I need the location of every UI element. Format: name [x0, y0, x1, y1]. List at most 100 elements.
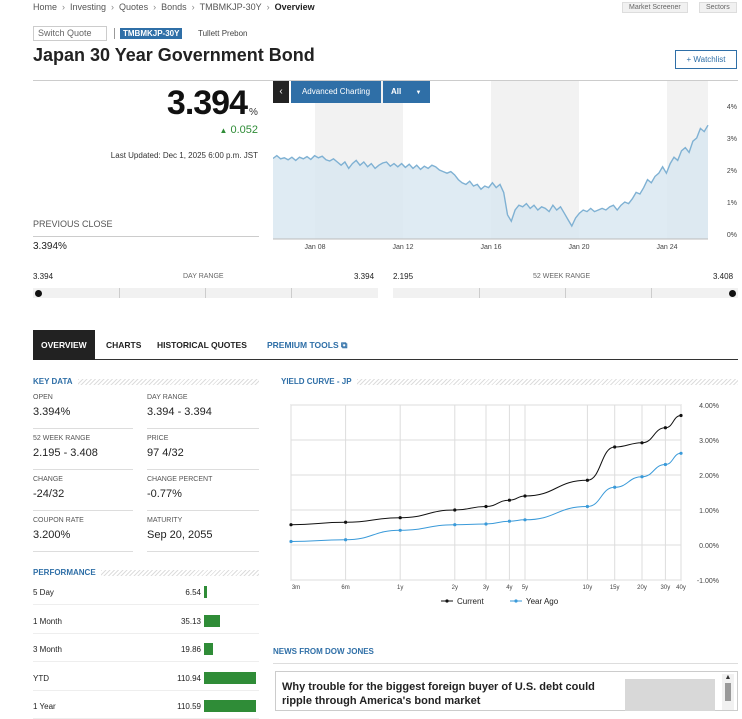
key-data-label: MATURITY — [147, 517, 183, 524]
data-point — [507, 498, 511, 502]
last-updated: Last Updated: Dec 1, 2025 6:00 p.m. JST — [110, 151, 258, 160]
chevron-down-icon: ▼ — [415, 90, 422, 96]
switch-quote-input[interactable]: Switch Quote — [33, 26, 107, 41]
breadcrumb-item[interactable]: Investing — [70, 2, 107, 12]
scrollbar[interactable]: ▲ — [722, 674, 734, 710]
x-tick-label: 1y — [397, 585, 403, 591]
divider — [33, 604, 259, 605]
day-range-label: DAY RANGE — [183, 273, 224, 280]
range-tick — [479, 288, 480, 298]
day-range-high: 3.394 — [354, 272, 375, 281]
price-unit: % — [249, 107, 258, 118]
data-point — [453, 508, 457, 512]
x-tick-label: 15y — [610, 585, 620, 591]
previous-close-label: PREVIOUS CLOSE — [33, 219, 113, 229]
yield-curve-chart: 4.00% 3.00% 2.00% 1.00% 0.00% -1.00% 3m 6m 1y 2y 3… — [289, 403, 719, 606]
news-headline[interactable]: Why trouble for the biggest foreign buye… — [282, 681, 595, 707]
price-value: 3.394 — [166, 84, 248, 122]
divider — [33, 661, 259, 662]
x-tick-label: Jan 20 — [568, 244, 589, 251]
market-screener-link[interactable]: Market Screener — [622, 2, 688, 13]
x-tick-label: 2y — [452, 585, 458, 591]
x-tick-label: 6m — [341, 585, 349, 591]
x-tick-label: Jan 08 — [304, 244, 325, 251]
breadcrumb-item[interactable]: Home — [33, 2, 58, 12]
divider — [33, 80, 738, 81]
tab-bar: OVERVIEW CHARTS HISTORICAL QUOTES PREMIU… — [33, 330, 738, 360]
chevron-right-icon: › — [62, 2, 66, 12]
scroll-thumb[interactable] — [725, 683, 731, 701]
performance-label: YTD — [33, 673, 49, 683]
key-data-title: KEY DATA — [33, 377, 259, 386]
tab-historical-quotes[interactable]: HISTORICAL QUOTES — [157, 340, 247, 350]
key-data-label: 52 WEEK RANGE — [33, 435, 91, 442]
previous-close-value: 3.394% — [33, 241, 67, 252]
data-point — [453, 523, 457, 527]
data-point — [640, 441, 644, 445]
x-tick-label: 4y — [506, 585, 512, 591]
range-tick — [651, 288, 652, 298]
divider — [147, 469, 259, 470]
data-point — [640, 475, 644, 479]
divider — [33, 632, 259, 634]
range-tick — [119, 288, 120, 298]
data-point — [613, 485, 617, 489]
breadcrumb-item[interactable]: TMBMKJP-30Y — [199, 2, 262, 12]
data-point — [663, 426, 667, 430]
divider — [33, 510, 133, 511]
scroll-up-icon[interactable]: ▲ — [724, 674, 732, 681]
data-point — [344, 520, 348, 524]
data-point — [523, 518, 527, 522]
key-data-label: DAY RANGE — [147, 394, 188, 401]
tab-charts[interactable]: CHARTS — [106, 340, 142, 350]
legend-marker — [514, 599, 518, 603]
data-point — [663, 462, 667, 467]
performance-bar — [204, 700, 256, 712]
day-range-marker — [35, 289, 42, 297]
y-tick-label: 0.00% — [699, 543, 719, 550]
legend-label: Current — [457, 597, 484, 606]
watchlist-button[interactable]: + Watchlist — [675, 50, 737, 69]
range-tick — [565, 288, 566, 298]
performance-value: 110.94 — [177, 673, 201, 683]
chevron-right-icon: › — [266, 2, 270, 12]
breadcrumb-item[interactable]: Quotes — [119, 2, 149, 12]
x-tick-label: 20y — [637, 585, 647, 591]
data-point — [484, 504, 488, 509]
divider — [33, 236, 259, 237]
divider — [100, 569, 259, 576]
breadcrumb-item[interactable]: Bonds — [161, 2, 187, 12]
news-title: NEWS FROM DOW JONES — [273, 647, 374, 656]
sectors-link[interactable]: Sectors — [699, 2, 737, 13]
tab-overview[interactable]: OVERVIEW — [33, 330, 95, 360]
y-tick-label: -1.00% — [697, 578, 719, 585]
performance-label: 1 Month — [33, 616, 62, 626]
x-tick-label: 10y — [583, 585, 593, 591]
chevron-left-icon[interactable]: ‹ — [273, 81, 289, 103]
divider — [273, 663, 738, 664]
tab-premium-tools[interactable]: PREMIUM TOOLS ⧉ — [259, 330, 355, 360]
page-title: Japan 30 Year Government Bond — [33, 45, 315, 65]
advanced-charting-button[interactable]: Advanced Charting — [291, 81, 381, 103]
performance-value: 110.59 — [177, 702, 201, 711]
key-data-label: CHANGE PERCENT — [147, 476, 213, 483]
section-title: YIELD CURVE - JP — [281, 377, 352, 386]
chevron-right-icon: › — [111, 2, 115, 12]
key-data-value: 2.195 - 3.408 — [33, 447, 98, 459]
week52-label: 52 WEEK RANGE — [533, 273, 591, 280]
data-point — [585, 504, 589, 509]
chevron-right-icon: › — [191, 2, 195, 12]
range-select[interactable]: All ▼ — [383, 81, 430, 103]
divider — [147, 428, 259, 429]
price-chart[interactable]: 4% 3% 2% 1% 0% Jan 08 Jan 12 Jan 16 Jan 20 Jan 24 — [273, 81, 738, 251]
data-point — [613, 445, 617, 449]
series-line-current — [290, 415, 682, 526]
range-tick — [205, 288, 206, 298]
section-title: KEY DATA — [33, 377, 73, 386]
key-data-value: -24/32 — [33, 488, 65, 500]
price-line — [273, 124, 709, 228]
y-tick-label: 2% — [727, 168, 737, 175]
y-tick-label: 3.00% — [699, 438, 719, 445]
news-card[interactable]: Why trouble for the biggest foreign buye… — [275, 671, 738, 711]
week52-low: 2.195 — [393, 272, 414, 281]
